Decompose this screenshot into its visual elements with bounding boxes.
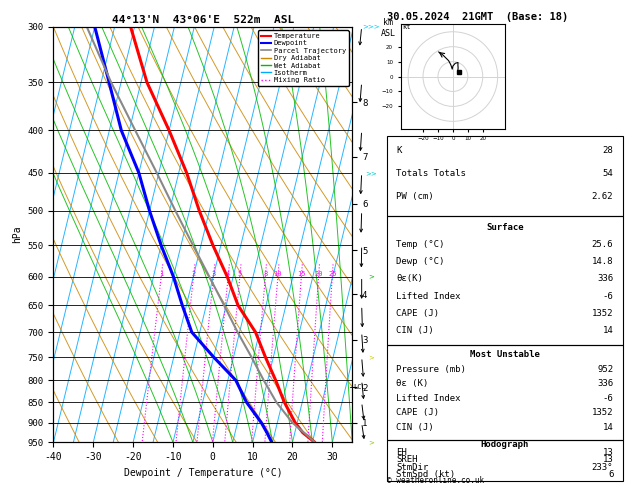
Text: Most Unstable: Most Unstable: [470, 350, 540, 359]
Text: 10: 10: [274, 271, 282, 277]
Text: 1352: 1352: [592, 309, 613, 318]
Text: -6: -6: [603, 292, 613, 301]
Text: SREH: SREH: [396, 455, 418, 464]
Text: PW (cm): PW (cm): [396, 192, 434, 201]
Text: CAPE (J): CAPE (J): [396, 408, 439, 417]
Text: 3: 3: [211, 271, 216, 277]
Text: 28: 28: [603, 146, 613, 156]
Text: >: >: [368, 354, 374, 360]
Text: 30.05.2024  21GMT  (Base: 18): 30.05.2024 21GMT (Base: 18): [387, 12, 568, 22]
Title: 44°13'N  43°06'E  522m  ASL: 44°13'N 43°06'E 522m ASL: [112, 15, 294, 25]
Text: 13: 13: [603, 448, 613, 457]
Y-axis label: hPa: hPa: [12, 226, 22, 243]
Text: 54: 54: [603, 170, 613, 178]
Text: 2: 2: [191, 271, 196, 277]
Text: 4: 4: [226, 271, 230, 277]
Text: θε (K): θε (K): [396, 379, 428, 388]
Text: 15: 15: [297, 271, 306, 277]
Text: 20: 20: [314, 271, 323, 277]
X-axis label: Dewpoint / Temperature (°C): Dewpoint / Temperature (°C): [123, 468, 282, 478]
Text: 336: 336: [597, 379, 613, 388]
Text: 952: 952: [597, 364, 613, 374]
Text: Hodograph: Hodograph: [481, 440, 529, 449]
Text: Temp (°C): Temp (°C): [396, 240, 445, 249]
Text: 14.8: 14.8: [592, 257, 613, 266]
Text: 25.6: 25.6: [592, 240, 613, 249]
Text: CAPE (J): CAPE (J): [396, 309, 439, 318]
Text: θε(K): θε(K): [396, 275, 423, 283]
Text: 1: 1: [159, 271, 164, 277]
Text: K: K: [396, 146, 402, 156]
Y-axis label: km
ASL: km ASL: [381, 18, 396, 38]
Text: 6: 6: [608, 470, 613, 479]
Text: 8: 8: [263, 271, 267, 277]
Text: >>: >>: [365, 170, 377, 176]
Text: 5: 5: [238, 271, 242, 277]
Text: Lifted Index: Lifted Index: [396, 394, 461, 403]
Text: 2.62: 2.62: [592, 192, 613, 201]
Text: 14: 14: [603, 423, 613, 432]
Text: StmDir: StmDir: [396, 463, 428, 472]
Text: 14: 14: [603, 326, 613, 335]
Text: CIN (J): CIN (J): [396, 423, 434, 432]
Text: >: >: [368, 439, 374, 445]
Text: 233°: 233°: [592, 463, 613, 472]
Text: -6: -6: [603, 394, 613, 403]
Text: Totals Totals: Totals Totals: [396, 170, 466, 178]
Text: 13: 13: [603, 455, 613, 464]
Legend: Temperature, Dewpoint, Parcel Trajectory, Dry Adiabat, Wet Adiabat, Isotherm, Mi: Temperature, Dewpoint, Parcel Trajectory…: [258, 30, 348, 86]
Text: Surface: Surface: [486, 223, 523, 232]
Text: LCL: LCL: [353, 384, 366, 390]
Text: 336: 336: [597, 275, 613, 283]
Text: kt: kt: [402, 24, 411, 30]
Text: 1352: 1352: [592, 408, 613, 417]
Text: © weatheronline.co.uk: © weatheronline.co.uk: [387, 475, 484, 485]
Text: EH: EH: [396, 448, 407, 457]
Text: >>>: >>>: [362, 24, 380, 30]
Text: StmSpd (kt): StmSpd (kt): [396, 470, 455, 479]
Text: Pressure (mb): Pressure (mb): [396, 364, 466, 374]
Text: Lifted Index: Lifted Index: [396, 292, 461, 301]
Text: Dewp (°C): Dewp (°C): [396, 257, 445, 266]
Text: CIN (J): CIN (J): [396, 326, 434, 335]
Text: >: >: [368, 274, 374, 279]
Text: 25: 25: [328, 271, 337, 277]
